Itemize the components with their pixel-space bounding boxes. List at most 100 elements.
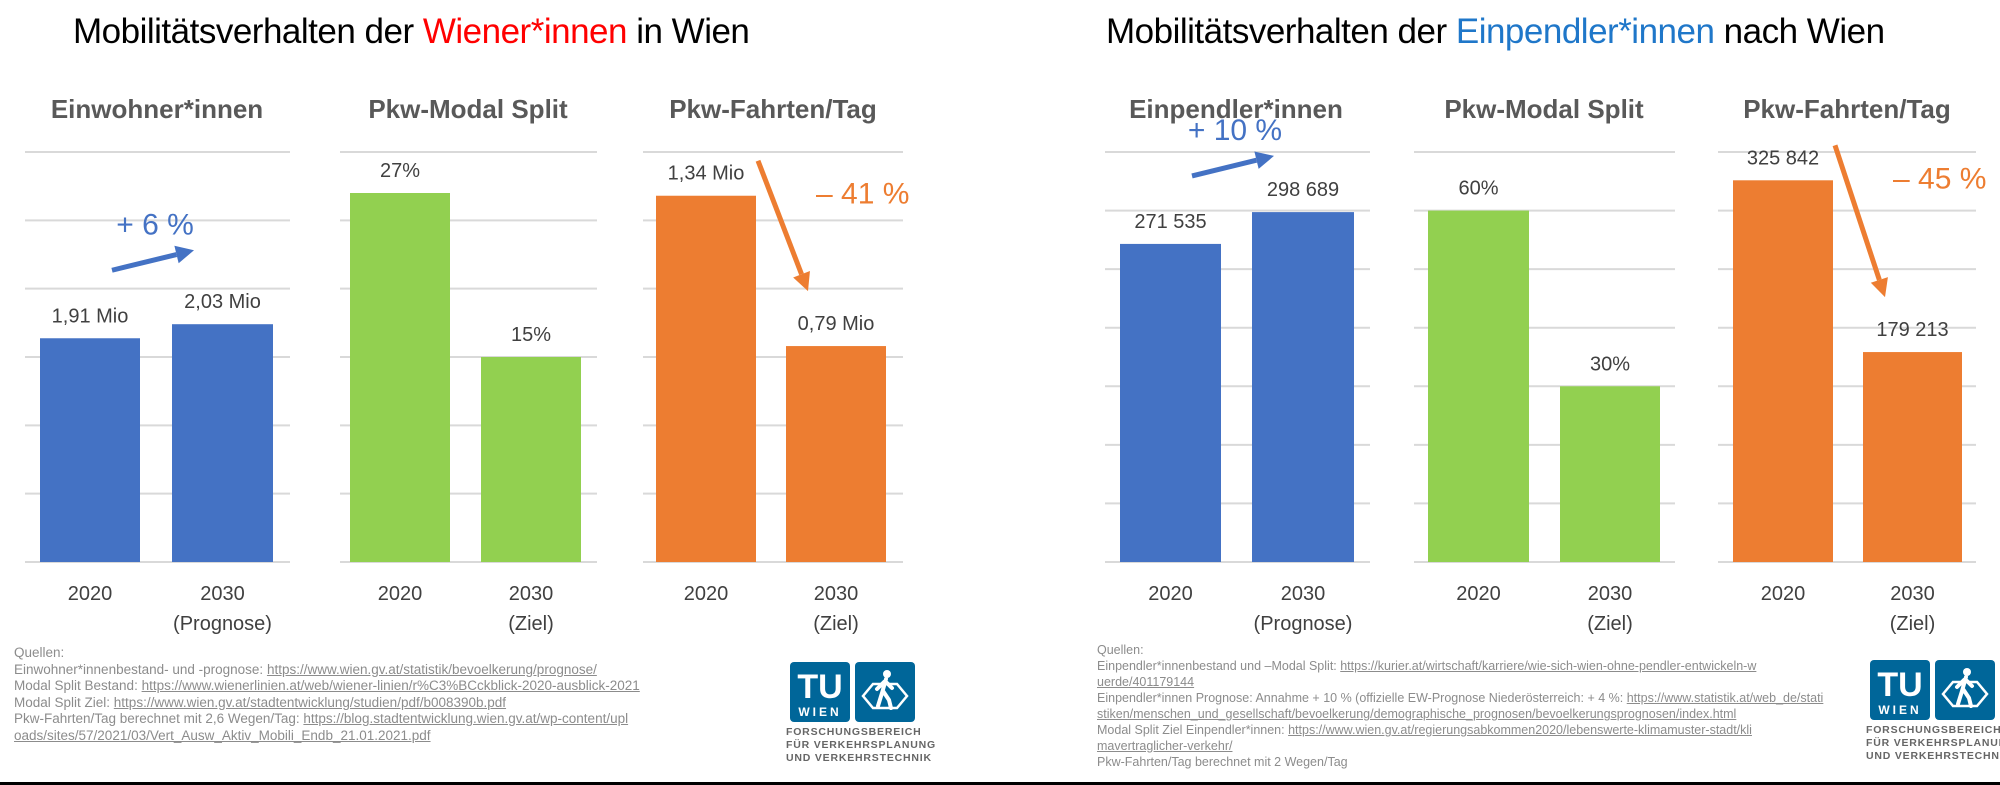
source-link[interactable]: https://www.wienerlinien.at/web/wiener-l… [141, 678, 640, 693]
category-label: 2020 [1761, 583, 1806, 605]
category-label: (Ziel) [1890, 613, 1936, 635]
arrow-head-icon [793, 271, 810, 292]
change-label: – 41 % [816, 178, 909, 211]
category-label: 2030 [509, 583, 554, 605]
source-link[interactable]: https://www.wien.gv.at/stadtentwicklung/… [113, 694, 507, 710]
source-line: Einwohner*innenbestand- und -prognose: h… [14, 661, 597, 677]
source-link[interactable]: https://www.wien.gv.at/statistik/bevoelk… [266, 661, 597, 677]
title-highlight: Einpendler*innen [1455, 12, 1715, 51]
chart-2: Pkw-Fahrten/Tag 1,34 Mio 2020 0,79 Mio 2030 (… [643, 94, 909, 635]
chart-1: Pkw-Modal Split 27% 2020 15% 2030 (Ziel) [340, 94, 597, 635]
data-label: 27% [380, 160, 420, 182]
tu-wien-tile: TU WIEN [790, 662, 850, 722]
source-line: Einpendler*innenbestand und –Modal Split… [1097, 659, 1757, 689]
bar-2030-prognose- [1252, 212, 1354, 562]
data-label: 2,03 Mio [184, 291, 261, 313]
chart-title: Pkw-Fahrten/Tag [669, 94, 877, 124]
chart-title: Pkw-Modal Split [368, 94, 568, 124]
logo-caption: FORSCHUNGSBEREICH FÜR VERKEHRSPLANUNG UN… [1866, 724, 2000, 762]
tu-wien-tile: TU WIEN [1870, 660, 1930, 720]
category-label: (Ziel) [508, 613, 554, 635]
logo-caption: FORSCHUNGSBEREICH FÜR VERKEHRSPLANUNG UN… [786, 726, 936, 764]
bottom-rule [0, 782, 2000, 785]
title-suffix: in Wien [626, 12, 750, 51]
change-arrow [1832, 144, 1882, 281]
category-label: 2030 [1890, 583, 1935, 605]
bar-2020 [40, 338, 140, 562]
bar-2020 [656, 195, 756, 562]
category-label: 2030 [1281, 583, 1326, 605]
data-label: 0,79 Mio [798, 313, 875, 335]
bar-2030-ziel- [481, 357, 581, 562]
arrow-head-icon [1870, 277, 1888, 298]
chart-title: Pkw-Modal Split [1444, 94, 1644, 124]
category-label: 2020 [1456, 583, 1501, 605]
change-label: + 6 % [116, 208, 194, 241]
source-link[interactable]: https://www.wien.gv.at/regierungsabkomme… [1097, 723, 1752, 753]
tu-wien-logo: TU WIEN FORSCHUNGSBEREICH FÜR VERKEHRSPL… [786, 662, 936, 765]
tu-text: TU [1877, 666, 1922, 704]
source-line: Modal Split Ziel Einpendler*innen: https… [1097, 723, 1752, 753]
title-prefix: Mobilitätsverhalten der [73, 12, 423, 51]
pedestrian-crossing-icon [1935, 660, 1995, 720]
data-label: 60% [1458, 178, 1498, 200]
title-prefix: Mobilitätsverhalten der [1106, 12, 1456, 51]
wien-text: WIEN [1878, 703, 1921, 717]
bar-2030-ziel- [1863, 352, 1962, 562]
title-highlight: Wiener*innen [422, 12, 628, 51]
source-link[interactable]: https://blog.stadtentwicklung.wien.gv.at… [14, 711, 629, 743]
change-arrow [755, 159, 804, 276]
source-link[interactable]: https://kurier.at/wirtschaft/karriere/wi… [1097, 659, 1757, 689]
tu-wien-logo-right: TU WIEN FORSCHUNGSBEREICH FÜR VERKEHRSPL… [1866, 660, 2000, 763]
sources-heading: Quellen: [14, 645, 65, 660]
category-label: (Prognose) [173, 613, 272, 635]
chart-4: Pkw-Modal Split 60% 2020 30% 2030 (Ziel) [1414, 94, 1675, 635]
category-label: 2020 [378, 583, 423, 605]
bar-2030-prognose- [172, 324, 273, 562]
panel-title-einpendler: Mobilitätsverhalten der Einpendler*innen… [1106, 12, 1885, 52]
category-label: 2020 [68, 583, 113, 605]
bar-2030-ziel- [1560, 386, 1660, 562]
source-line: Pkw-Fahrten/Tag berechnet mit 2 Wegen/Ta… [1097, 755, 1348, 769]
category-label: 2020 [1148, 583, 1193, 605]
category-label: 2020 [684, 583, 729, 605]
pedestrian-crossing-icon [855, 662, 915, 722]
chart-5: Pkw-Fahrten/Tag 325 842 2020 179 213 2030 (Zi… [1718, 94, 1986, 635]
source-line: Einpendler*innen Prognose: Annahme + 10 … [1097, 691, 1824, 721]
change-label: – 45 % [1893, 162, 1986, 195]
arrow-head-icon [174, 245, 194, 264]
chart-0: Einwohner*innen 1,91 Mio 2020 2,03 Mio 2030 (… [25, 94, 290, 635]
bar-2020 [1120, 243, 1221, 562]
source-line: Modal Split Ziel: https://www.wien.gv.at… [14, 694, 507, 710]
data-label: 271 535 [1134, 211, 1206, 233]
chart-title: Einwohner*innen [51, 94, 263, 124]
category-label: (Prognose) [1254, 613, 1353, 635]
chart-3: Einpendler*innen 271 535 2020 298 689 2030 (P… [1105, 94, 1370, 635]
category-label: (Ziel) [1587, 613, 1633, 635]
source-line: Modal Split Bestand: https://www.wienerl… [14, 678, 640, 693]
arrow-head-icon [1254, 151, 1274, 169]
data-label: 1,34 Mio [668, 163, 745, 185]
data-label: 30% [1590, 353, 1630, 375]
title-suffix: nach Wien [1714, 12, 1885, 51]
category-label: 2030 [200, 583, 245, 605]
chart-title: Einpendler*innen [1129, 94, 1343, 124]
bar-2030-ziel- [786, 346, 886, 562]
data-label: 15% [511, 324, 551, 346]
category-label: (Ziel) [813, 613, 859, 635]
sources-heading: Quellen: [1097, 643, 1144, 657]
panel-title-wiener: Mobilitätsverhalten der Wiener*innen in … [73, 12, 750, 52]
category-label: 2030 [1588, 583, 1633, 605]
data-label: 298 689 [1267, 179, 1339, 201]
sources-right: Quellen: Einpendler*innenbestand und –Mo… [1097, 642, 1857, 770]
data-label: 325 842 [1747, 147, 1819, 169]
change-arrow [1191, 157, 1258, 179]
change-arrow [111, 252, 178, 273]
chart-title: Pkw-Fahrten/Tag [1743, 94, 1951, 124]
source-line: Pkw-Fahrten/Tag berechnet mit 2,6 Wegen/… [14, 711, 629, 743]
bar-2020 [350, 193, 450, 562]
source-link[interactable]: https://www.statistik.at/web_de/statisti… [1097, 691, 1824, 721]
data-label: 1,91 Mio [52, 305, 129, 327]
bar-2020 [1733, 180, 1833, 562]
